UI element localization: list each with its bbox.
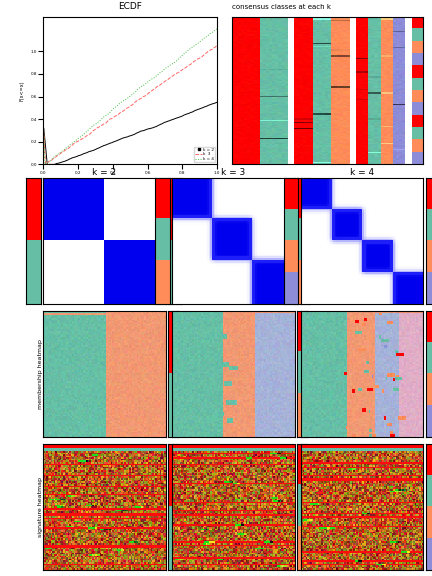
Y-axis label: consensus heatmap: consensus heatmap: [38, 210, 43, 273]
Title: k = 2: k = 2: [92, 168, 117, 177]
Y-axis label: signature heatmap: signature heatmap: [38, 477, 43, 537]
X-axis label: consensus value (x): consensus value (x): [106, 180, 155, 185]
Title: ECDF: ECDF: [118, 2, 142, 11]
Title: k = 3: k = 3: [221, 168, 245, 177]
Y-axis label: F(x<=x): F(x<=x): [20, 81, 25, 101]
Y-axis label: membership heatmap: membership heatmap: [38, 339, 43, 409]
Title: k = 4: k = 4: [350, 168, 374, 177]
Text: consensus classes at each k: consensus classes at each k: [232, 4, 331, 10]
Legend: k = 2, k  3, k = 4: k = 2, k 3, k = 4: [194, 146, 215, 162]
